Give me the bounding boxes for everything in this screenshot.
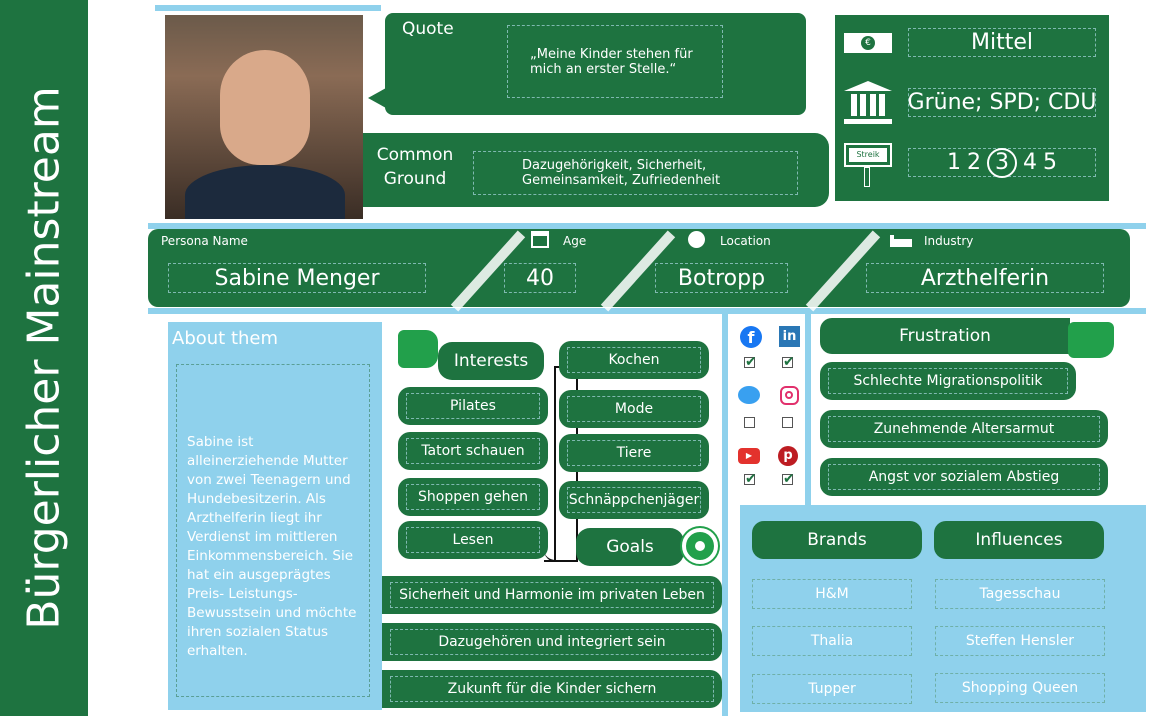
thumbs-up-icon xyxy=(398,330,438,368)
frustration-item: Zunehmende Altersarmut xyxy=(820,410,1108,448)
brands-influences-panel: Brands Influences H&M Thalia Tupper Tage… xyxy=(740,505,1146,712)
demographics-panel: € Mittel Grüne; SPD; CDU Streik 1 2 3 4 … xyxy=(835,15,1109,201)
about-panel: About them Sabine ist alleinerziehende M… xyxy=(168,322,382,710)
interest-item: Lesen xyxy=(398,521,548,559)
instagram-icon xyxy=(780,386,799,405)
globe-icon xyxy=(688,231,705,248)
scale-3-selected: 3 xyxy=(987,147,1017,178)
influence-item: Shopping Queen xyxy=(935,673,1105,703)
facebook-icon: f xyxy=(740,326,762,348)
common-ground-box: Common Ground Dazugehörigkeit, Sicherhei… xyxy=(363,133,829,207)
name-value: Sabine Menger xyxy=(168,263,426,293)
divider xyxy=(155,5,381,11)
youtube-icon: ▶ xyxy=(738,448,760,464)
influence-item: Tagesschau xyxy=(935,579,1105,609)
goal-item: Dazugehören und integriert sein xyxy=(382,623,722,661)
twitter-icon xyxy=(738,386,760,404)
location-label: Location xyxy=(720,234,771,248)
title-bar: Bürgerlicher Mainstream xyxy=(0,0,88,716)
frustration-item: Schlechte Migrationspolitik xyxy=(820,362,1076,400)
divider xyxy=(805,314,811,506)
quote-bubble: Quote „Meine Kinder stehen für mich an e… xyxy=(385,13,806,115)
goal-item: Zukunft für die Kinder sichern xyxy=(382,670,722,708)
common-ground-label: Common Ground xyxy=(376,145,454,189)
linkedin-checkbox[interactable]: ✔ xyxy=(782,354,795,370)
target-icon xyxy=(682,528,718,564)
interest-item: Tatort schauen xyxy=(398,432,548,470)
strike-sign-icon: Streik xyxy=(844,143,892,191)
strike-scale: 1 2 3 4 5 xyxy=(908,147,1096,178)
common-ground-text: Dazugehörigkeit, Sicherheit, Gemeinsamke… xyxy=(473,151,798,195)
divider xyxy=(148,223,1146,229)
money-icon: € xyxy=(844,33,892,53)
name-label: Persona Name xyxy=(161,234,248,248)
quote-label: Quote xyxy=(402,19,454,39)
interest-item: Schnäppchenjäger xyxy=(559,481,709,519)
linkedin-icon: in xyxy=(779,326,800,347)
frustration-header: Frustration xyxy=(820,318,1070,354)
location-value: Botropp xyxy=(655,263,788,293)
pinterest-checkbox[interactable]: ✔ xyxy=(782,471,795,487)
brand-item: Thalia xyxy=(752,626,912,656)
persona-photo xyxy=(165,15,363,219)
twitter-checkbox[interactable] xyxy=(744,417,755,428)
scale-2: 2 xyxy=(967,150,981,175)
interests-header: Interests xyxy=(438,342,544,380)
age-value: 40 xyxy=(504,263,576,293)
goals-header: Goals xyxy=(576,528,684,566)
scale-1: 1 xyxy=(947,150,961,175)
pinterest-icon: p xyxy=(778,446,798,466)
youtube-checkbox[interactable]: ✔ xyxy=(744,471,757,487)
thumbs-down-icon xyxy=(1068,322,1114,358)
page-title: Bürgerlicher Mainstream xyxy=(18,86,70,630)
brand-item: H&M xyxy=(752,579,912,609)
industry-label: Industry xyxy=(924,234,974,248)
interest-item: Tiere xyxy=(559,434,709,472)
divider xyxy=(148,308,1146,314)
factory-icon xyxy=(890,235,912,247)
scale-4: 4 xyxy=(1023,150,1037,175)
age-label: Age xyxy=(563,234,587,248)
quote-text: „Meine Kinder stehen für mich an erster … xyxy=(507,25,723,98)
industry-value: Arzthelferin xyxy=(866,263,1104,293)
interest-item: Shoppen gehen xyxy=(398,478,548,516)
instagram-checkbox[interactable] xyxy=(782,417,793,428)
interest-item: Kochen xyxy=(559,341,709,379)
influence-item: Steffen Hensler xyxy=(935,626,1105,656)
bubble-tail xyxy=(368,88,386,108)
parliament-icon xyxy=(844,81,892,126)
goal-item: Sicherheit und Harmonie im privaten Lebe… xyxy=(382,576,722,614)
brands-header: Brands xyxy=(752,521,922,559)
scale-5: 5 xyxy=(1043,150,1057,175)
frustration-item: Angst vor sozialem Abstieg xyxy=(820,458,1108,496)
interest-item: Mode xyxy=(559,390,709,428)
persona-bar: Persona Name Sabine Menger Age 40 Locati… xyxy=(148,229,1130,312)
about-label: About them xyxy=(172,328,279,349)
divider xyxy=(722,314,728,716)
interest-item: Pilates xyxy=(398,387,548,425)
sign-text: Streik xyxy=(849,148,887,162)
income-value: Mittel xyxy=(908,28,1096,57)
brand-item: Tupper xyxy=(752,674,912,704)
about-text: Sabine ist alleinerziehende Mutter von z… xyxy=(176,364,370,697)
facebook-checkbox[interactable]: ✔ xyxy=(744,354,757,370)
influences-header: Influences xyxy=(934,521,1104,559)
calendar-icon xyxy=(531,231,549,248)
parties-value: Grüne; SPD; CDU xyxy=(907,88,1097,117)
